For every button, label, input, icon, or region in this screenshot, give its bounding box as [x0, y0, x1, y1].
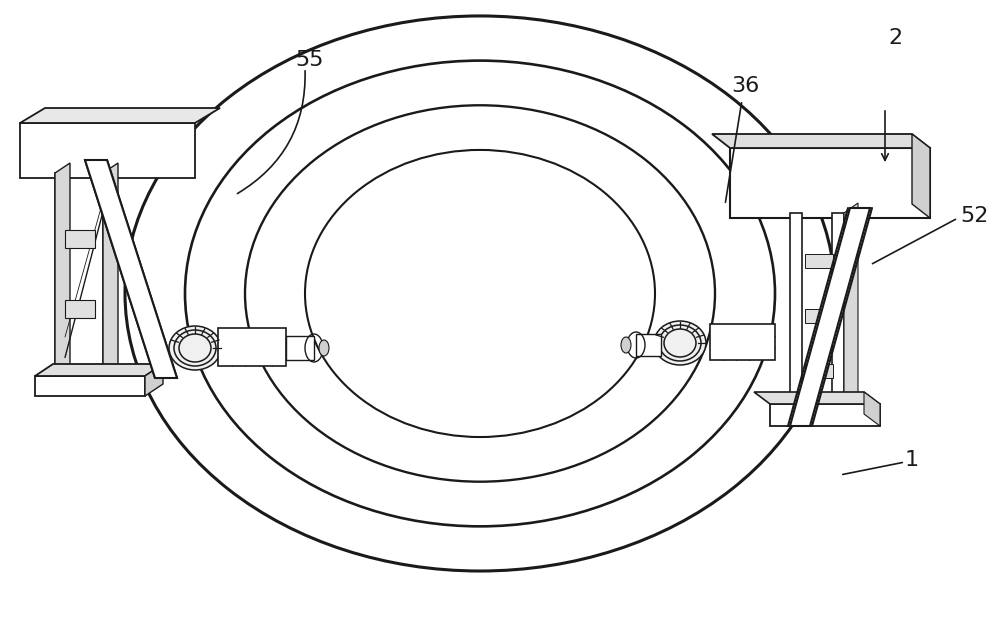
Bar: [730, 148, 930, 218]
Bar: [35, 376, 145, 396]
Polygon shape: [55, 163, 70, 378]
Ellipse shape: [169, 326, 221, 370]
Text: 1: 1: [905, 450, 919, 470]
Bar: [805, 309, 833, 323]
Text: 36: 36: [731, 76, 759, 96]
Text: 52: 52: [960, 206, 988, 226]
Polygon shape: [85, 160, 177, 378]
Text: 55: 55: [296, 50, 324, 70]
Bar: [832, 213, 844, 408]
Bar: [65, 230, 95, 248]
Bar: [805, 364, 833, 378]
Bar: [218, 328, 286, 366]
Ellipse shape: [621, 337, 631, 353]
Polygon shape: [712, 134, 930, 148]
Polygon shape: [35, 364, 163, 376]
Bar: [770, 404, 880, 426]
Polygon shape: [864, 392, 880, 426]
Polygon shape: [103, 163, 118, 378]
Bar: [790, 213, 802, 408]
Ellipse shape: [319, 340, 329, 356]
Bar: [805, 254, 833, 268]
Polygon shape: [912, 134, 930, 218]
Bar: [636, 334, 661, 356]
Polygon shape: [145, 364, 163, 396]
Text: 2: 2: [888, 28, 902, 48]
Bar: [65, 300, 95, 318]
Ellipse shape: [654, 321, 706, 365]
Bar: [55, 173, 65, 378]
Bar: [20, 123, 195, 178]
Bar: [103, 173, 113, 378]
Polygon shape: [754, 392, 880, 404]
Bar: [710, 324, 775, 360]
Polygon shape: [790, 208, 870, 426]
Polygon shape: [20, 108, 220, 123]
Bar: [286, 336, 314, 360]
Polygon shape: [844, 203, 858, 408]
